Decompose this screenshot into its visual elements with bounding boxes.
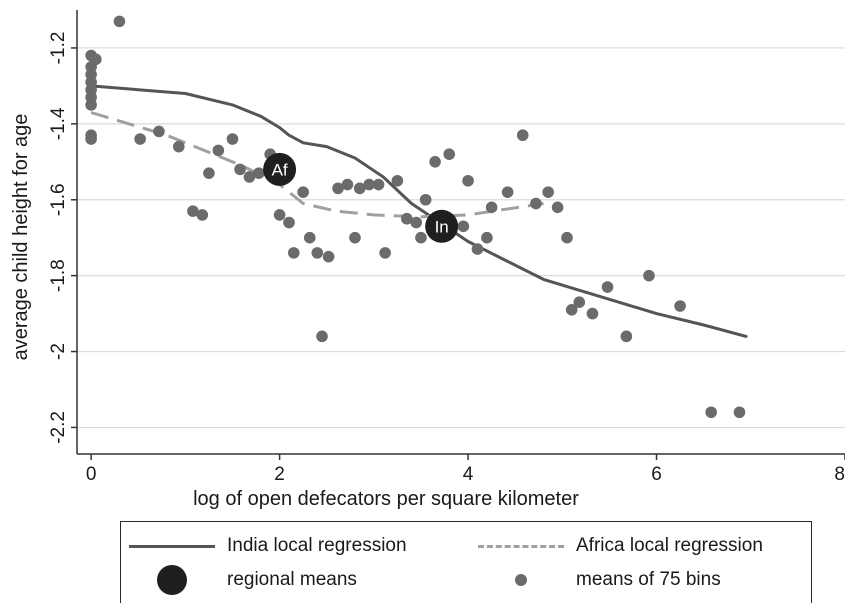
regional-mean-marker <box>263 152 297 186</box>
x-tick-label: 0 <box>86 464 97 485</box>
bin-point <box>287 247 300 259</box>
bin-point <box>273 209 286 221</box>
legend-label-bins: means of 75 bins <box>576 569 721 590</box>
bin-point <box>415 231 427 244</box>
y-axis-label: average child height for age <box>10 114 32 361</box>
legend: India local regression Africa local regr… <box>120 521 812 603</box>
bin-point <box>372 178 385 191</box>
bin-point <box>551 201 564 214</box>
chart-area: -1.2 -1.4 -1.6 -1.8 -2 -2.2 0 2 4 6 8 Af In log of … <box>10 10 845 510</box>
bin-point <box>443 148 456 161</box>
x-tick-label: 6 <box>651 464 662 485</box>
bin-point <box>253 167 265 179</box>
bin-point <box>705 406 717 419</box>
bin-point <box>733 406 746 419</box>
bin-point <box>363 178 375 191</box>
gridlines <box>77 47 845 429</box>
bin-point <box>391 174 404 187</box>
bin-point <box>353 182 366 195</box>
y-tick-label: -1.2 <box>48 32 69 65</box>
bin-point <box>297 186 309 198</box>
bin-point <box>332 182 344 195</box>
bin-point <box>586 307 599 320</box>
bin-point <box>283 216 295 229</box>
bin-point <box>172 140 185 153</box>
regional-mean-marker <box>425 209 459 243</box>
bin-point <box>516 129 529 142</box>
x-tick-label: 8 <box>834 464 845 485</box>
y-tick-label: -1.4 <box>48 107 69 140</box>
bin-points <box>85 15 746 419</box>
bin-point <box>573 296 586 309</box>
y-tick-label: -1.6 <box>48 183 69 216</box>
large-dot-key <box>157 565 187 595</box>
regional-means: Af In <box>263 152 459 243</box>
regional-mean-label: Af <box>272 160 288 179</box>
bin-point <box>85 99 97 111</box>
solid-line-key <box>129 544 215 548</box>
bin-point <box>349 231 361 244</box>
bin-point <box>542 186 554 198</box>
x-tick-label: 2 <box>274 464 285 485</box>
legend-item-india: India local regression <box>129 531 407 561</box>
bin-point <box>457 220 470 233</box>
bin-point <box>311 247 324 259</box>
tick-labels: -1.2 -1.4 -1.6 -1.8 -2 -2.2 0 2 4 6 8 <box>48 32 845 485</box>
bin-point <box>303 231 316 244</box>
bin-point <box>429 155 441 168</box>
bin-point <box>234 163 246 176</box>
y-tick-label: -2.2 <box>48 411 69 444</box>
bin-point <box>530 197 542 210</box>
bin-point <box>485 201 498 214</box>
legend-item-regional-means: regional means <box>129 565 357 595</box>
bin-point <box>401 212 413 225</box>
regional-mean-label: In <box>435 217 449 236</box>
legend-item-africa: Africa local regression <box>478 531 763 561</box>
bin-point <box>565 303 578 316</box>
axes <box>71 10 845 460</box>
bin-point <box>379 247 391 259</box>
bin-point <box>341 178 354 191</box>
y-tick-label: -2 <box>48 343 69 360</box>
bin-point <box>316 330 328 343</box>
bin-point <box>187 205 199 217</box>
x-tick-label: 4 <box>463 464 474 485</box>
bin-point <box>212 144 225 157</box>
legend-label-regional-means: regional means <box>227 569 357 590</box>
bin-point <box>561 231 573 244</box>
dashed-line-key <box>478 544 564 548</box>
bin-point <box>322 250 335 263</box>
bin-point <box>471 243 484 255</box>
bin-point <box>419 193 432 206</box>
bin-point <box>153 125 165 138</box>
bin-point <box>410 216 423 229</box>
bin-point <box>481 231 493 244</box>
bin-point <box>203 167 215 179</box>
bin-point <box>462 174 474 187</box>
india-regression-line <box>89 84 748 338</box>
bin-point <box>620 330 633 343</box>
bin-point <box>643 269 655 282</box>
legend-item-bins: means of 75 bins <box>478 565 721 595</box>
bin-point <box>226 133 239 145</box>
bin-point <box>113 15 126 28</box>
x-axis-label: log of open defecators per square kilome… <box>193 488 579 510</box>
legend-label-africa: Africa local regression <box>576 535 763 556</box>
africa-regression-line <box>90 111 544 219</box>
bin-point <box>85 133 97 145</box>
legend-label-india: India local regression <box>227 535 407 556</box>
bin-point <box>243 171 256 183</box>
bin-point <box>501 186 514 198</box>
small-dot-key <box>515 574 527 586</box>
bin-point <box>601 281 614 293</box>
bin-point <box>196 209 209 221</box>
bin-point <box>674 300 686 312</box>
regression-lines <box>89 84 748 338</box>
y-tick-label: -1.8 <box>48 259 69 292</box>
bin-point <box>134 133 146 145</box>
